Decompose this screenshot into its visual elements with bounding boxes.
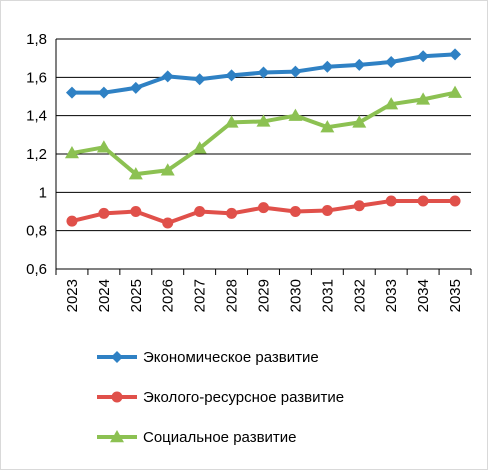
x-tick-label: 2031	[319, 279, 336, 312]
data-point-circle	[226, 207, 238, 219]
data-point-diamond	[111, 351, 123, 363]
data-point-circle	[353, 200, 365, 212]
data-point-triangle	[64, 146, 79, 159]
data-point-diamond	[257, 66, 270, 79]
data-point-circle	[385, 195, 397, 207]
data-point-triangle	[192, 141, 207, 154]
data-point-circle	[258, 202, 269, 214]
data-point-triangle	[96, 140, 111, 153]
data-point-diamond	[161, 70, 174, 83]
y-tick-label: 1,2	[26, 146, 47, 163]
y-tick-label: 0,6	[26, 261, 47, 278]
legend-label: Эколого-ресурсное развитие	[143, 389, 344, 406]
x-tick-label: 2028	[224, 279, 241, 312]
x-tick-label: 2024	[96, 279, 113, 312]
data-point-diamond	[289, 65, 302, 78]
x-tick-label: 2032	[351, 279, 368, 312]
data-point-circle	[66, 215, 78, 227]
data-point-triangle	[128, 167, 143, 180]
data-point-triangle	[416, 92, 431, 105]
x-tick-label: 2033	[383, 279, 400, 312]
data-point-triangle	[384, 97, 399, 110]
data-point-triangle	[160, 163, 175, 176]
x-tick-label: 2035	[447, 279, 464, 312]
data-point-circle	[130, 206, 142, 217]
data-point-circle	[289, 206, 301, 217]
y-tick-label: 1,8	[26, 31, 47, 48]
legend-label: Социальное развитие	[143, 429, 297, 446]
data-point-triangle	[110, 430, 124, 443]
data-point-circle	[98, 207, 110, 219]
data-point-triangle	[352, 115, 367, 128]
legend-entry: Эколого-ресурсное развитие	[97, 389, 344, 406]
data-point-diamond	[193, 73, 206, 86]
data-point-triangle	[448, 85, 463, 98]
series-line	[71, 90, 456, 177]
data-point-circle	[449, 195, 461, 207]
data-point-diamond	[97, 86, 110, 99]
axes: 0,6 0,8 1 1,2 1,4 1,6 1,8 2023 2024 2025 2026 2027 2…	[26, 31, 472, 312]
data-point-triangle	[288, 108, 303, 121]
data-point-diamond	[417, 50, 430, 63]
data-point-circle	[162, 217, 174, 229]
series-circle	[66, 195, 461, 229]
x-tick-label: 2026	[160, 279, 177, 312]
data-point-diamond	[225, 69, 238, 82]
y-tick-label: 0,8	[26, 223, 47, 240]
legend-label: Экономическое развитие	[143, 349, 319, 366]
data-point-triangle	[256, 114, 271, 127]
x-tick-label: 2029	[256, 279, 273, 312]
legend: Экономическое развитие Эколого-ресурсное …	[97, 349, 344, 446]
data-point-triangle	[320, 120, 335, 133]
data-point-triangle	[224, 115, 239, 128]
x-tick-label: 2027	[192, 279, 209, 312]
y-tick-label: 1,4	[26, 108, 47, 125]
data-point-circle	[417, 195, 429, 207]
data-point-diamond	[321, 60, 334, 73]
data-point-circle	[194, 206, 206, 217]
series-triangle	[64, 85, 463, 180]
data-point-diamond	[353, 58, 366, 71]
legend-entry: Экономическое развитие	[97, 349, 319, 366]
y-tick-label: 1	[39, 184, 47, 201]
data-series	[64, 48, 463, 229]
x-tick-label: 2025	[128, 279, 145, 312]
series-diamond	[65, 48, 462, 99]
x-tick-label: 2023	[64, 279, 81, 312]
legend-entry: Социальное развитие	[97, 429, 297, 446]
data-point-diamond	[65, 86, 78, 99]
data-point-circle	[111, 391, 123, 403]
data-point-circle	[321, 205, 333, 217]
y-tick-label: 1,6	[26, 69, 47, 86]
data-point-diamond	[449, 48, 462, 61]
x-tick-label: 2030	[287, 279, 304, 312]
data-point-diamond	[385, 56, 398, 68]
x-tick-label: 2034	[415, 279, 432, 312]
data-point-diamond	[129, 81, 142, 94]
